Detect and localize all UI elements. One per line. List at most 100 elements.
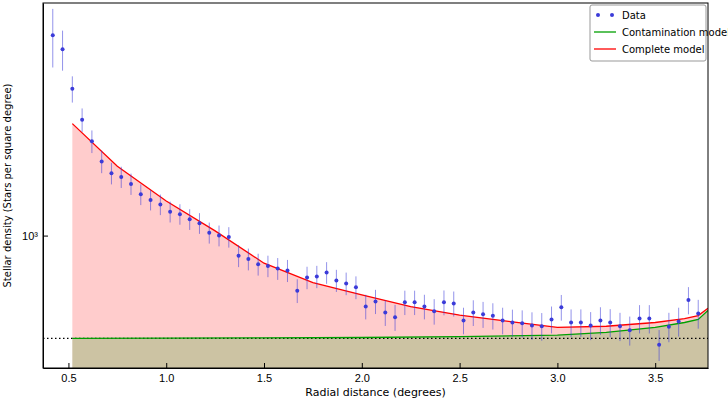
data-point — [354, 285, 358, 289]
model-line — [72, 310, 708, 338]
data-point — [471, 311, 475, 315]
legend: Data Contamination model Complete model — [590, 5, 728, 61]
y-axis-line — [43, 4, 44, 369]
data-point — [452, 302, 456, 306]
data-point — [266, 264, 270, 268]
data-point — [119, 175, 123, 179]
x-tick-label: 1.0 — [159, 372, 174, 384]
data-point — [638, 317, 642, 321]
data-point — [90, 139, 94, 143]
data-point — [178, 212, 182, 216]
x-tick-label: 2.0 — [355, 372, 370, 384]
data-point — [168, 210, 172, 214]
x-tick-mark — [68, 363, 69, 368]
data-point — [70, 87, 74, 91]
data-point — [608, 321, 612, 325]
model-line — [72, 124, 708, 328]
y-axis: 10³ — [22, 4, 48, 369]
data-point — [481, 312, 485, 316]
x-tick: 1.0 — [159, 363, 174, 384]
data-point — [276, 267, 280, 271]
marks — [43, 9, 708, 368]
plot: 0.5 1.0 1.5 2.0 2.5 3.0 3.5 10³ Data Contaminatio… — [22, 3, 728, 384]
legend-swatch — [594, 31, 616, 32]
data-point — [686, 298, 690, 302]
x-tick-label: 2.5 — [452, 372, 467, 384]
y-axis-title: Stellar density (Stars per square degree… — [2, 83, 13, 287]
data-point — [491, 314, 495, 318]
data-point — [295, 289, 299, 293]
error-bar — [52, 9, 53, 68]
data-point — [589, 323, 593, 327]
data-point — [139, 192, 143, 196]
legend-label: Data — [622, 10, 646, 21]
y-tick: 10³ — [22, 230, 48, 242]
data-point — [325, 271, 329, 275]
data-point — [374, 299, 378, 303]
x-tick-mark — [166, 363, 167, 368]
data-point — [520, 321, 524, 325]
x-axis: 0.5 1.0 1.5 2.0 2.5 3.0 3.5 — [44, 363, 709, 384]
x-tick-mark — [460, 363, 461, 368]
data-point — [246, 257, 250, 261]
x-tick-mark — [362, 363, 363, 368]
model-area — [72, 310, 708, 368]
data-point — [364, 305, 368, 309]
data-point — [207, 231, 211, 235]
data-point — [628, 328, 632, 332]
legend-label: Contamination model — [622, 27, 728, 38]
data-point — [462, 318, 466, 322]
data-point — [569, 321, 573, 325]
y-tick-mark — [43, 236, 48, 237]
data-points — [51, 9, 700, 361]
data-point — [393, 315, 397, 319]
x-tick: 3.5 — [648, 363, 663, 384]
data-point — [109, 171, 113, 175]
data-point — [530, 323, 534, 327]
model-area — [72, 124, 708, 368]
x-tick-label: 3.0 — [550, 372, 565, 384]
data-point — [237, 254, 241, 258]
data-point — [51, 33, 55, 37]
data-point — [80, 118, 84, 122]
x-tick-mark — [557, 363, 558, 368]
x-tick: 2.5 — [452, 363, 467, 384]
data-point — [158, 202, 162, 206]
y-tick-label: 10³ — [22, 230, 38, 242]
x-tick-mark — [264, 363, 265, 368]
x-tick-label: 3.5 — [648, 372, 663, 384]
x-tick-label: 1.5 — [257, 372, 272, 384]
x-tick: 2.0 — [355, 363, 370, 384]
x-tick-mark — [655, 363, 656, 368]
legend-swatch — [610, 13, 614, 17]
x-tick-label: 0.5 — [61, 372, 76, 384]
data-point — [432, 309, 436, 313]
data-point — [657, 343, 661, 347]
x-tick: 0.5 — [61, 363, 76, 384]
data-point — [315, 275, 319, 279]
data-point — [510, 321, 514, 325]
data-point — [149, 198, 153, 202]
plot-frame — [43, 3, 708, 368]
data-point — [334, 278, 338, 282]
data-point — [197, 221, 201, 225]
x-tick: 1.5 — [257, 363, 272, 384]
x-tick: 3.0 — [550, 363, 565, 384]
data-point — [618, 324, 622, 328]
data-point — [413, 300, 417, 304]
legend-label: Complete model — [622, 44, 705, 55]
data-point — [129, 182, 133, 186]
data-point — [305, 276, 309, 280]
data-point — [501, 318, 505, 322]
data-point — [61, 47, 65, 51]
data-point — [344, 281, 348, 285]
data-point — [285, 269, 289, 273]
data-point — [647, 317, 651, 321]
x-axis-title: Radial distance (degrees) — [305, 386, 445, 399]
chart: 0.5 1.0 1.5 2.0 2.5 3.0 3.5 10³ Data Contaminatio… — [0, 0, 728, 400]
data-point — [598, 318, 602, 322]
data-point — [559, 305, 563, 309]
data-point — [550, 317, 554, 321]
x-axis-line — [44, 368, 709, 369]
data-point — [677, 319, 681, 323]
